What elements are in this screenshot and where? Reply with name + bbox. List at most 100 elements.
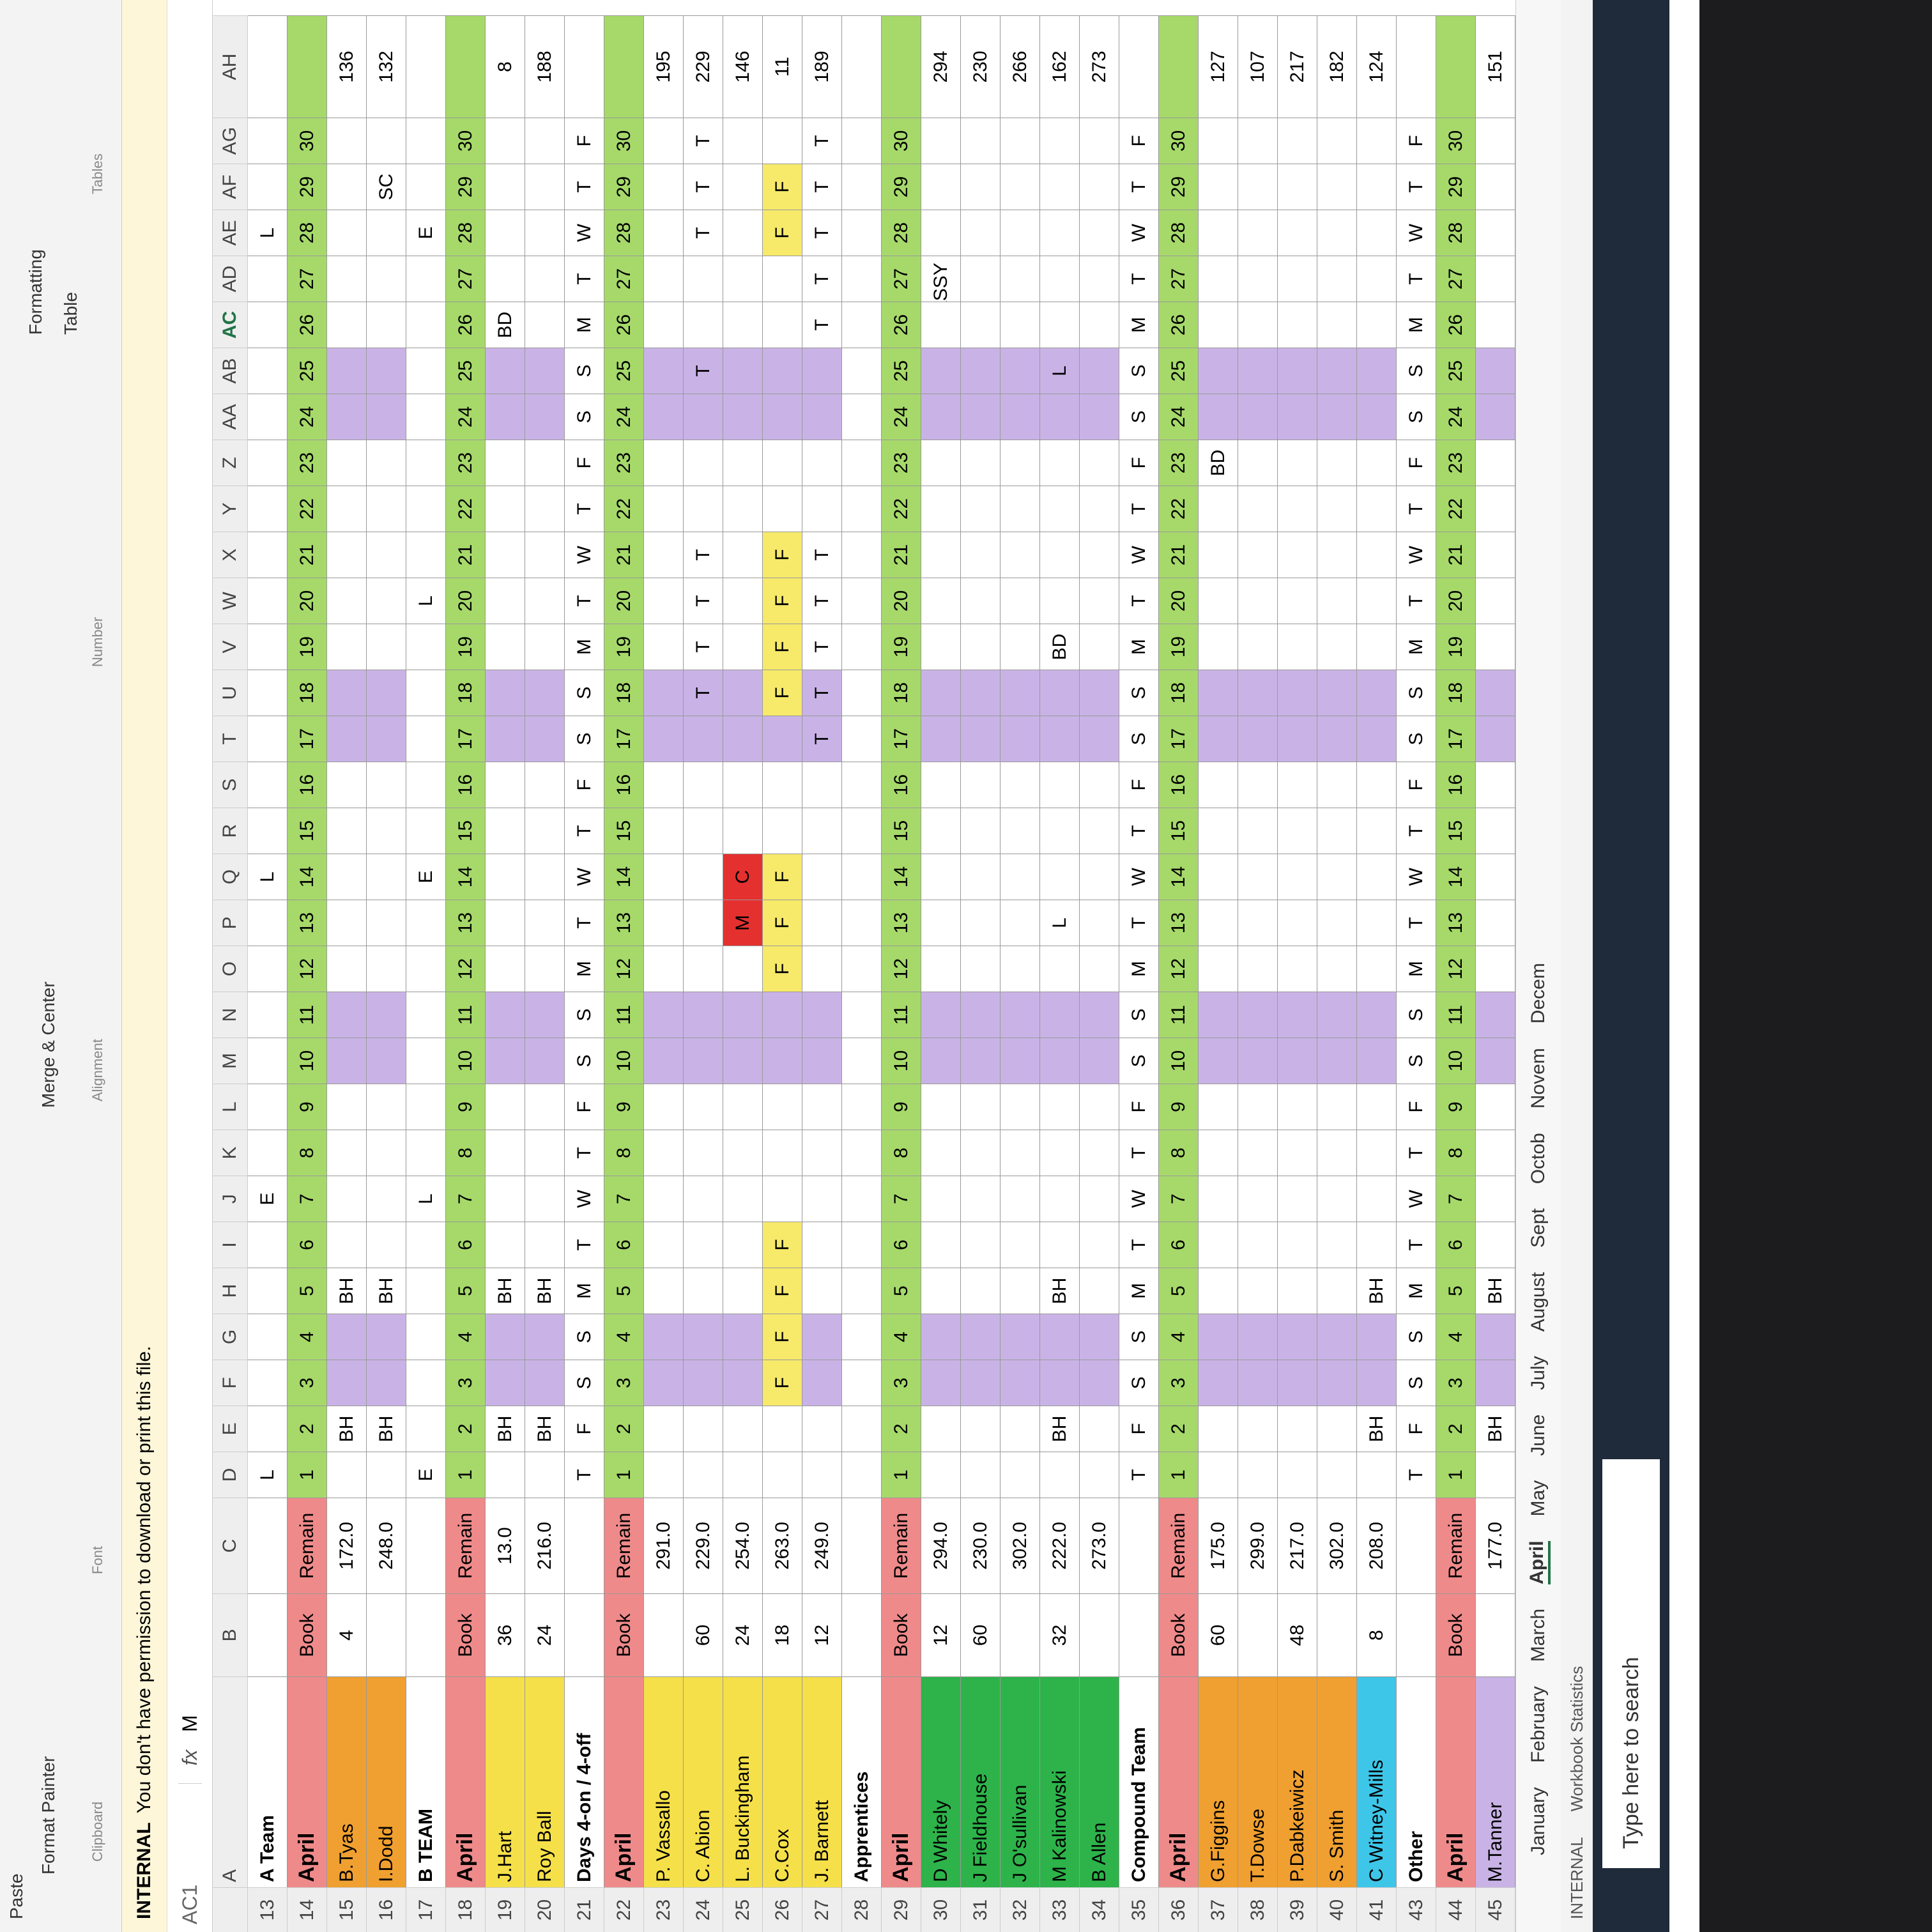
day-cell[interactable] <box>327 118 367 164</box>
remain-cell[interactable]: 177.0 <box>1476 1498 1515 1593</box>
day-cell[interactable] <box>486 256 525 302</box>
day-cell[interactable] <box>1199 992 1238 1038</box>
day-cell[interactable] <box>1238 394 1278 440</box>
day-cell[interactable] <box>684 1176 723 1222</box>
day-cell[interactable] <box>802 1176 842 1222</box>
remain-cell[interactable] <box>1119 1498 1159 1593</box>
day-cell[interactable]: 1 <box>446 1452 486 1498</box>
day-cell[interactable] <box>1278 440 1317 486</box>
day-cell[interactable] <box>644 992 684 1038</box>
total-cell[interactable]: 189 <box>802 15 842 118</box>
day-cell[interactable] <box>644 578 684 624</box>
day-cell[interactable] <box>644 486 684 532</box>
day-cell[interactable] <box>486 762 525 808</box>
day-cell[interactable] <box>327 1452 367 1498</box>
day-cell[interactable] <box>921 762 961 808</box>
day-cell[interactable] <box>248 762 288 808</box>
day-cell[interactable]: 28 <box>446 210 486 256</box>
day-cell[interactable] <box>525 1452 565 1498</box>
row-number[interactable]: 14 <box>288 1887 327 1932</box>
day-cell[interactable]: 17 <box>604 716 644 762</box>
row-number[interactable]: 29 <box>882 1887 921 1932</box>
day-cell[interactable]: M <box>1119 946 1159 992</box>
day-cell[interactable]: 7 <box>604 1176 644 1222</box>
day-cell[interactable] <box>921 716 961 762</box>
total-cell[interactable] <box>882 15 921 118</box>
day-cell[interactable]: F <box>763 164 802 210</box>
day-cell[interactable]: 19 <box>446 624 486 670</box>
book-cell[interactable] <box>842 1593 882 1676</box>
day-cell[interactable] <box>1000 900 1040 946</box>
day-cell[interactable]: S <box>1119 348 1159 394</box>
day-cell[interactable] <box>921 1222 961 1268</box>
day-cell[interactable]: 2 <box>604 1406 644 1452</box>
day-cell[interactable] <box>723 1314 763 1360</box>
remain-cell[interactable]: 172.0 <box>327 1498 367 1593</box>
column-header[interactable]: H <box>213 1268 248 1314</box>
day-cell[interactable]: 3 <box>446 1360 486 1406</box>
ribbon-item[interactable]: Table <box>61 292 80 335</box>
book-cell[interactable]: Book <box>1436 1593 1476 1676</box>
name-cell[interactable]: April <box>1159 1676 1199 1887</box>
day-cell[interactable] <box>921 946 961 992</box>
row-number[interactable]: 15 <box>327 1887 367 1932</box>
day-cell[interactable] <box>1317 1360 1357 1406</box>
day-cell[interactable]: M <box>1119 624 1159 670</box>
day-cell[interactable]: 24 <box>604 394 644 440</box>
day-cell[interactable] <box>486 486 525 532</box>
row-number[interactable]: 20 <box>525 1887 565 1932</box>
day-cell[interactable] <box>961 1452 1000 1498</box>
day-cell[interactable] <box>248 302 288 348</box>
day-cell[interactable] <box>1040 256 1080 302</box>
day-cell[interactable] <box>1357 578 1397 624</box>
book-cell[interactable]: 32 <box>1040 1593 1080 1676</box>
day-cell[interactable] <box>961 716 1000 762</box>
day-cell[interactable] <box>644 624 684 670</box>
day-cell[interactable] <box>842 1360 882 1406</box>
day-cell[interactable] <box>1199 1176 1238 1222</box>
day-cell[interactable] <box>921 578 961 624</box>
day-cell[interactable] <box>1000 302 1040 348</box>
column-header[interactable]: G <box>213 1314 248 1360</box>
day-cell[interactable] <box>723 1222 763 1268</box>
day-cell[interactable]: 2 <box>288 1406 327 1452</box>
total-cell[interactable] <box>1436 15 1476 118</box>
day-cell[interactable] <box>486 808 525 854</box>
day-cell[interactable] <box>802 992 842 1038</box>
day-cell[interactable] <box>1476 440 1515 486</box>
total-cell[interactable] <box>446 15 486 118</box>
day-cell[interactable] <box>1199 118 1238 164</box>
book-cell[interactable]: Book <box>288 1593 327 1676</box>
day-cell[interactable] <box>1278 808 1317 854</box>
day-cell[interactable] <box>842 1222 882 1268</box>
day-cell[interactable]: 14 <box>1436 854 1476 900</box>
day-cell[interactable]: 8 <box>1436 1130 1476 1176</box>
day-cell[interactable]: T <box>1397 1130 1436 1176</box>
name-cell[interactable]: M.Tanner <box>1476 1676 1515 1887</box>
day-cell[interactable]: 26 <box>1436 302 1476 348</box>
day-cell[interactable] <box>921 1268 961 1314</box>
total-cell[interactable]: 136 <box>327 15 367 118</box>
day-cell[interactable] <box>406 716 446 762</box>
day-cell[interactable] <box>525 1084 565 1130</box>
column-header[interactable]: P <box>213 900 248 946</box>
day-cell[interactable] <box>525 670 565 716</box>
day-cell[interactable] <box>961 808 1000 854</box>
day-cell[interactable] <box>1278 1222 1317 1268</box>
day-cell[interactable] <box>327 624 367 670</box>
sheet-tab[interactable]: February <box>1528 1686 1549 1763</box>
row-number[interactable]: 17 <box>406 1887 446 1932</box>
day-cell[interactable] <box>723 1452 763 1498</box>
day-cell[interactable] <box>1238 256 1278 302</box>
day-cell[interactable] <box>367 624 406 670</box>
day-cell[interactable]: T <box>684 578 723 624</box>
day-cell[interactable]: 24 <box>1159 394 1199 440</box>
day-cell[interactable] <box>684 256 723 302</box>
day-cell[interactable] <box>1000 946 1040 992</box>
day-cell[interactable]: 21 <box>288 532 327 578</box>
day-cell[interactable] <box>1080 624 1119 670</box>
day-cell[interactable] <box>1199 1452 1238 1498</box>
name-box[interactable]: AC1 <box>178 1783 202 1932</box>
total-cell[interactable] <box>842 15 882 118</box>
name-cell[interactable]: J.Hart <box>486 1676 525 1887</box>
